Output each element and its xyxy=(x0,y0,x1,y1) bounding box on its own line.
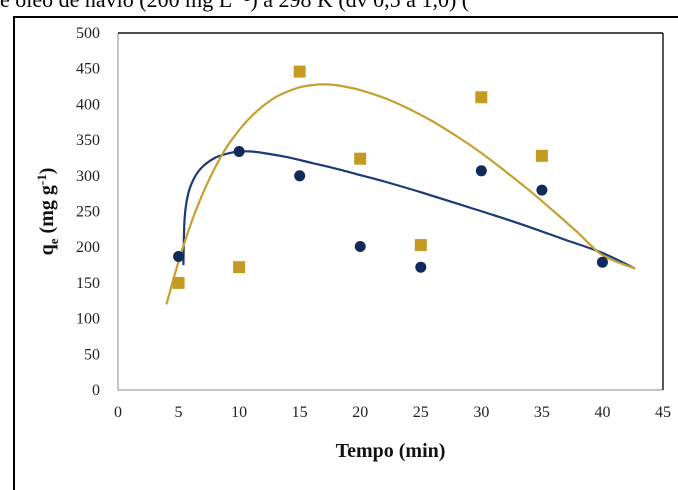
series-1-circle-point xyxy=(294,170,306,182)
y-tick-label: 50 xyxy=(84,346,100,363)
y-axis-title: qe (mg g-1) xyxy=(34,168,61,256)
y-tick-label: 0 xyxy=(92,382,100,399)
fit-curve-2 xyxy=(165,83,636,305)
y-tick-label: 250 xyxy=(76,204,100,221)
y-tick-label: 100 xyxy=(76,311,100,328)
x-tick-label: 30 xyxy=(473,404,489,421)
x-tick-label: 40 xyxy=(594,404,610,421)
y-axis-title-superscript: -1 xyxy=(34,174,49,185)
x-tick-label: 0 xyxy=(114,404,122,421)
fit-curve-1 xyxy=(182,150,636,270)
x-tick-label: 15 xyxy=(292,404,308,421)
series-2-square-point xyxy=(233,261,246,274)
series-1-circle-point xyxy=(233,146,245,158)
y-axis-title-close: ) xyxy=(36,168,58,175)
x-tick-label: 5 xyxy=(175,404,183,421)
series-2-square-point xyxy=(293,65,306,78)
y-axis-title-symbol: q xyxy=(36,244,58,255)
series-1-circle-point xyxy=(475,165,487,177)
y-tick-label: 450 xyxy=(76,61,100,78)
y-tick-label: 500 xyxy=(76,25,100,42)
y-tick-label: 400 xyxy=(76,96,100,113)
series-2-square-point xyxy=(354,152,367,165)
chart-frame xyxy=(13,16,678,490)
x-tick-label: 10 xyxy=(231,404,247,421)
x-tick-label: 45 xyxy=(655,404,671,421)
series-2-square-point xyxy=(414,239,427,252)
y-tick-label: 200 xyxy=(76,239,100,256)
series-1-circle-point xyxy=(536,184,548,196)
x-axis-title: Tempo (min) xyxy=(336,440,446,462)
x-tick-label: 25 xyxy=(413,404,429,421)
figure-caption-fragment: e óleo de navio (200 mg L⁻¹) a 298 K (dv… xyxy=(0,0,469,13)
y-tick-label: 150 xyxy=(76,275,100,292)
series-1-circle-point xyxy=(415,261,427,273)
scatter-chart: 0 50 100 150 200 250 300 350 400 450 500 0 5 10 15 20 25… xyxy=(34,25,671,462)
series-1-circle-point xyxy=(173,250,185,262)
series-2-square-point xyxy=(172,276,185,289)
x-tick-label: 35 xyxy=(534,404,550,421)
series-1-circle-point xyxy=(596,256,608,268)
y-axis-title-subscript: e xyxy=(46,238,61,244)
x-tick-label: 20 xyxy=(352,404,368,421)
series-1-circle-point xyxy=(354,240,366,252)
y-tick-label: 300 xyxy=(76,168,100,185)
y-tick-label: 350 xyxy=(76,132,100,149)
series-2-square-point xyxy=(475,91,488,104)
y-axis-title-unit: (mg g xyxy=(36,185,58,238)
series-2-square-point xyxy=(535,149,548,162)
